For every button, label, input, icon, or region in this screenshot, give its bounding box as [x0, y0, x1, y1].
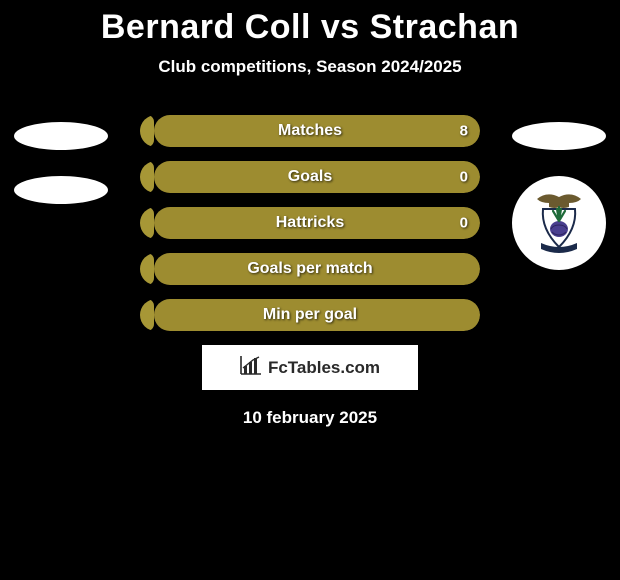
subtitle: Club competitions, Season 2024/2025 [0, 57, 620, 77]
player2-photo-placeholder [512, 122, 606, 150]
stat-bar: Goals per match [140, 253, 480, 285]
player1-photo-placeholder [14, 122, 108, 150]
date-line: 10 february 2025 [0, 408, 620, 428]
page-title: Bernard Coll vs Strachan [0, 8, 620, 47]
chart-icon [240, 355, 262, 380]
bar-label: Hattricks [140, 214, 480, 232]
thistle-crest-icon [527, 189, 591, 257]
bar-label: Matches [140, 122, 480, 140]
bar-value-player2: 0 [460, 169, 468, 186]
bar-value-player2: 0 [460, 215, 468, 232]
bar-label: Goals [140, 168, 480, 186]
player1-club-placeholder [14, 176, 108, 204]
player1-badges [14, 122, 108, 230]
brand-text: FcTables.com [268, 358, 380, 378]
stat-bar: Hattricks0 [140, 207, 480, 239]
stat-bar: Min per goal [140, 299, 480, 331]
player2-club-logo [512, 176, 606, 270]
brand-footer: FcTables.com [202, 345, 418, 390]
bar-label: Min per goal [140, 306, 480, 324]
player2-badges [512, 122, 606, 270]
stat-bar: Goals0 [140, 161, 480, 193]
bar-label: Goals per match [140, 260, 480, 278]
bar-value-player2: 8 [460, 123, 468, 140]
stat-bar: Matches8 [140, 115, 480, 147]
comparison-bars: Matches8Goals0Hattricks0Goals per matchM… [140, 115, 480, 331]
